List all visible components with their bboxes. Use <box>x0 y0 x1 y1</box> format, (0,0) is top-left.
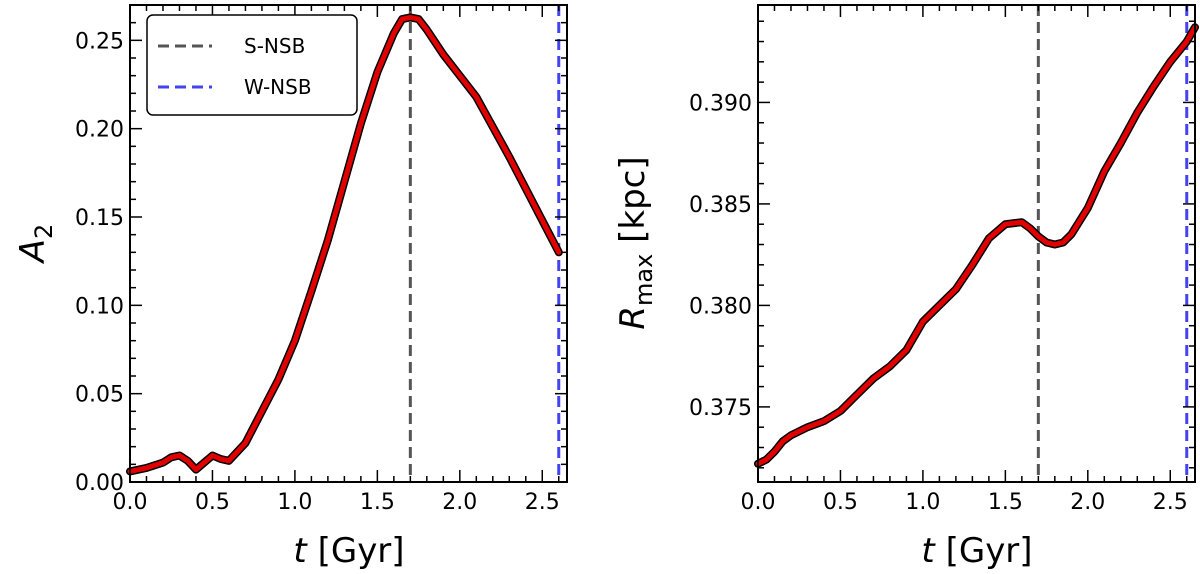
rmax-y-tick-label: 0.375 <box>689 396 752 421</box>
rmax-x-tick-label: 0.5 <box>823 490 858 515</box>
rmax-x-tick-label: 1.5 <box>988 490 1023 515</box>
a2-ticks: 0.0 0.5 1.0 1.5 2.0 2.5 0.00 0.05 0.10 0.15 0.20 0.… <box>75 4 567 515</box>
a2-y-tick-label: 0.20 <box>75 118 124 143</box>
a2-x-tick-label: 1.0 <box>277 490 312 515</box>
a2-y-tick-label: 0.00 <box>75 471 124 496</box>
a2-y-axis-label: A2 <box>13 224 58 265</box>
a2-legend: S-NSB W-NSB <box>146 14 358 116</box>
a2-plot-marks <box>126 5 563 482</box>
rmax-plot-marks <box>754 5 1199 482</box>
legend-box <box>146 14 358 116</box>
a2-y-tick-label: 0.10 <box>75 294 124 319</box>
a2-x-tick-label: 0.5 <box>195 490 230 515</box>
rmax-panel: 0.0 0.5 1.0 1.5 2.0 2.5 0.375 0.380 0.385 0.390 t… <box>613 4 1199 571</box>
legend-label-w-nsb: W-NSB <box>244 75 312 99</box>
rmax-y-tick-label: 0.390 <box>689 91 752 116</box>
a2-x-axis-label: t [Gyr] <box>293 531 404 571</box>
a2-panel: 0.0 0.5 1.0 1.5 2.0 2.5 0.00 0.05 0.10 0.15 0.20 0.… <box>13 4 568 571</box>
a2-y-tick-label: 0.15 <box>75 206 124 231</box>
rmax-x-tick-label: 1.0 <box>905 490 940 515</box>
rmax-series-line <box>755 24 1198 467</box>
a2-series-line <box>127 14 562 474</box>
legend-label-s-nsb: S-NSB <box>244 34 305 58</box>
a2-axes-frame <box>129 4 568 483</box>
a2-y-tick-label: 0.25 <box>75 29 124 54</box>
rmax-y-tick-label: 0.380 <box>689 294 752 319</box>
rmax-x-tick-label: 2.5 <box>1153 490 1188 515</box>
rmax-ticks: 0.0 0.5 1.0 1.5 2.0 2.5 0.375 0.380 0.385 0.390 <box>689 5 1195 515</box>
rmax-y-axis-label: Rmax [kpc] <box>613 156 658 329</box>
a2-x-tick-label: 2.0 <box>442 490 477 515</box>
rmax-x-axis-label: t [Gyr] <box>921 531 1032 571</box>
rmax-x-tick-label: 2.0 <box>1070 490 1105 515</box>
rmax-axes-frame <box>757 4 1196 483</box>
a2-x-tick-label: 0.0 <box>113 490 148 515</box>
rmax-x-tick-label: 0.0 <box>741 490 776 515</box>
rmax-series-outline <box>754 23 1199 468</box>
a2-x-tick-label: 1.5 <box>360 490 395 515</box>
a2-y-tick-label: 0.05 <box>75 383 124 408</box>
rmax-y-tick-label: 0.385 <box>689 193 752 218</box>
a2-x-tick-label: 2.5 <box>525 490 560 515</box>
